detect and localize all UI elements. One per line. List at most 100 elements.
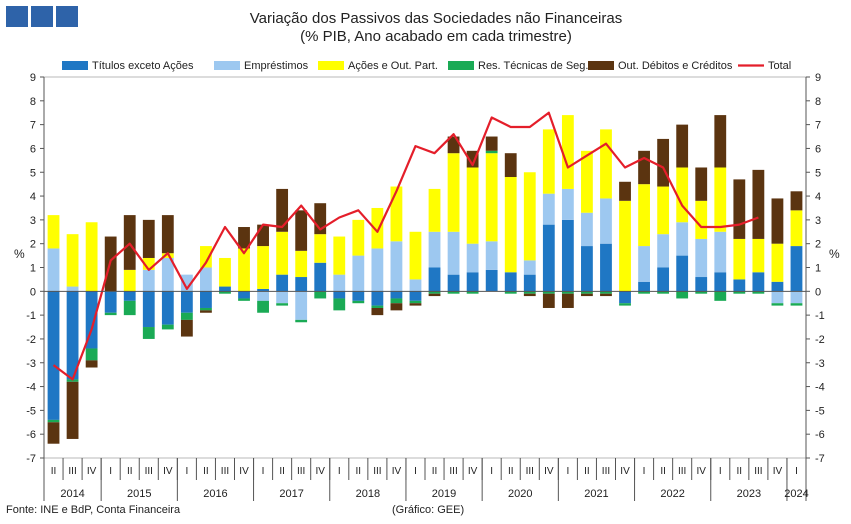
x-quarter-label: III [602,466,610,477]
y-tick-label-right: 3 [815,215,821,227]
bar-segment-s0-q32 [657,267,670,292]
bar-segment-s0-q4 [123,291,136,301]
x-quarter-label: IV [468,466,478,477]
y-tick-label-left: -6 [26,429,36,441]
bar-segment-s0-q1 [66,291,79,380]
bar-segment-s2-q30 [619,200,631,292]
bar-segment-s2-q37 [752,238,765,273]
bar-segment-s1-q32 [657,234,670,268]
x-year-label: 2014 [60,488,84,500]
bar-segment-s3-q25 [523,291,536,294]
bar-segment-s3-q3 [104,312,117,316]
bar-segment-s4-q38 [771,198,784,244]
x-quarter-label: I [643,466,646,477]
bar-segment-s2-q29 [600,129,612,199]
bar-segment-s1-q6 [161,257,174,292]
x-quarter-label: III [373,466,381,477]
bar-segment-s0-q8 [200,291,212,308]
bar-segment-s2-q11 [257,246,269,289]
bar-segment-s2-q15 [333,236,346,275]
bar-segment-s4-q32 [657,138,670,187]
bar-segment-s3-q26 [542,291,555,294]
bar-segment-s1-q5 [142,269,155,292]
x-quarter-label: II [127,466,133,477]
bar-segment-s0-q33 [676,255,689,292]
bar-segment-s2-q12 [276,231,289,275]
bar-segment-s0-q18 [390,291,403,299]
bar-segment-s4-q29 [600,293,612,297]
bar-segment-s3-q2 [85,348,98,361]
bar-segment-s0-q25 [523,274,536,292]
x-year-label: 2020 [508,488,532,500]
chart-title: Variação dos Passivos das Sociedades não… [250,10,622,27]
bar-segment-s2-q18 [390,186,403,242]
bar-segment-s3-q39 [790,303,803,306]
x-quarter-label: I [490,466,493,477]
bar-segment-s3-q20 [428,291,441,294]
bar-segment-s0-q6 [161,291,174,325]
bar-segment-s3-q14 [314,291,327,299]
bar-segment-s2-q27 [561,115,574,189]
y-tick-label-right: -2 [815,334,825,346]
bar-segment-s0-q35 [714,272,727,292]
x-quarter-label: I [185,466,188,477]
bar-segment-s2-q8 [200,246,212,268]
bar-segment-s0-q29 [600,243,612,292]
y-tick-label-left: 6 [30,143,36,155]
y-tick-label-right: 9 [815,72,821,84]
y-tick-label-right: -3 [815,358,825,370]
bar-segment-s3-q38 [771,303,784,306]
bar-segment-s0-q21 [447,274,460,292]
bar-segment-s4-q39 [790,191,803,211]
y-tick-label-right: 4 [815,191,821,203]
y-axis-label-right: % [829,247,840,261]
bar-segment-s3-q22 [466,291,479,294]
x-year-label: 2018 [356,488,380,500]
bar-segment-s4-q27 [561,293,574,308]
y-tick-label-right: -6 [815,429,825,441]
y-tick-label-left: 0 [30,286,36,298]
x-quarter-label: IV [696,466,706,477]
bar-segment-s2-q32 [657,186,670,235]
bar-segment-s1-q35 [714,231,727,273]
y-tick-label-right: 8 [815,96,821,108]
logo-square-2 [31,6,53,27]
source-note: Fonte: INE e BdP, Conta Financeira [6,504,181,516]
bar-segment-s4-q14 [314,203,327,235]
bar-segment-s4-q5 [142,219,155,258]
y-tick-label-left: 4 [30,191,36,203]
x-year-label: 2017 [279,488,303,500]
bar-segment-s0-q27 [561,219,574,292]
y-tick-label-left: 2 [30,239,36,251]
bar-segment-s0-q11 [257,288,269,292]
bar-segment-s4-q19 [409,303,422,306]
legend-swatch-4 [588,61,614,70]
bar-segment-s4-q0 [47,422,60,444]
bar-segment-s4-q37 [752,169,765,239]
bar-segment-s1-q1 [66,286,79,292]
bar-segment-s4-q34 [695,167,708,201]
y-tick-label-left: 8 [30,96,36,108]
bar-segment-s1-q21 [447,231,460,275]
bar-segment-s3-q17 [371,305,384,308]
bar-segment-s3-q1 [66,379,79,382]
bar-segment-s4-q17 [371,307,384,316]
bar-segment-s3-q6 [161,324,174,330]
bar-segment-s2-q20 [428,188,441,232]
legend-label-3: Res. Técnicas de Seg. [478,60,588,72]
bar-segment-s3-q29 [600,291,612,294]
bar-segment-s2-q26 [542,129,555,194]
x-quarter-label: I [795,466,798,477]
bar-segment-s0-q34 [695,277,708,292]
bar-segment-s2-q22 [466,167,479,244]
bar-segment-s0-q10 [238,291,250,299]
legend-label-2: Ações e Out. Part. [348,60,438,72]
bar-segment-s3-q37 [752,291,765,294]
x-quarter-label: II [737,466,743,477]
y-tick-label-left: -3 [26,358,36,370]
bar-segment-s4-q2 [85,360,98,368]
x-quarter-label: I [109,466,112,477]
bar-segment-s2-q25 [523,172,536,261]
bar-segment-s2-q38 [771,243,784,282]
bar-segment-s1-q11 [257,291,269,301]
